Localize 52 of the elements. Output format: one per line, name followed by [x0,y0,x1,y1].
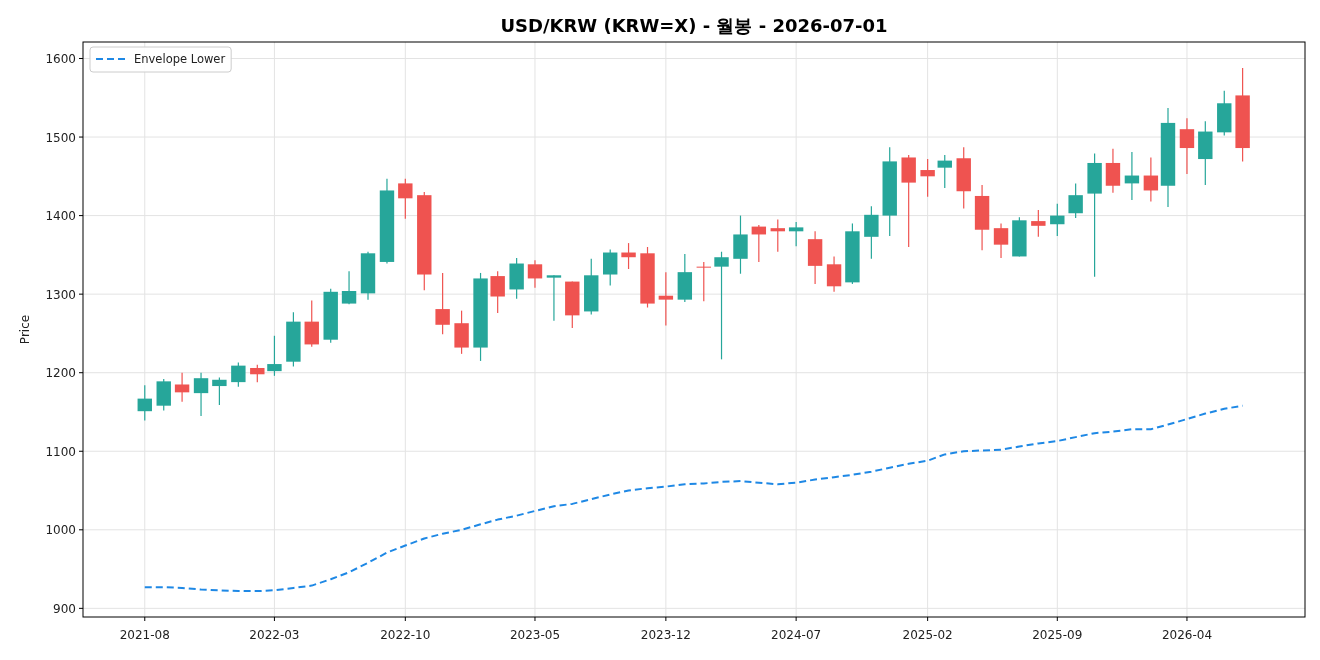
candlestick [770,218,785,253]
chart-title: USD/KRW (KRW=X) - 월봉 - 2026-07-01 [500,15,888,36]
x-tick-label: 2022-10 [380,628,431,642]
candlestick [1068,182,1083,219]
y-tick-label: 900 [53,601,76,616]
candlestick [1050,203,1065,237]
x-tick-label: 2026-04 [1161,628,1213,642]
candlestick [490,270,505,314]
y-tick-label: 1000 [45,523,76,538]
y-tick-label: 1300 [45,287,76,302]
x-tick-label: 2025-09 [1032,628,1083,642]
candlestick [212,376,227,406]
legend-label: Envelope Lower [134,52,226,66]
line-series [143,404,1244,593]
y-tick-label: 1400 [45,209,76,224]
candlestick [1179,117,1195,175]
x-tick-label: 2022-03 [249,628,300,642]
candlestick [267,335,282,377]
candlestick [341,270,357,305]
candlestick [304,299,319,348]
candlestick [826,255,842,293]
candlestick [920,158,935,198]
candlestick [658,271,674,327]
x-tick-label: 2023-12 [640,628,691,642]
candlestick [546,274,562,322]
legend: Envelope Lower [89,46,232,73]
candlestick [696,261,711,302]
candlestick [174,372,190,403]
x-tick-label: 2025-02 [902,628,953,642]
x-tick-label: 2024-07 [771,628,822,642]
x-tick-label: 2021-08 [119,628,170,642]
candlestick [1105,148,1121,194]
candlestick [1143,156,1159,203]
candlestick [398,178,413,220]
y-tick-label: 1500 [45,130,76,145]
candlestick [993,222,1009,259]
y-tick-label: 1200 [45,366,76,381]
candlestick [137,384,152,422]
x-tick-label: 2023-05 [509,628,561,642]
candlestick [231,361,246,388]
candlestick [788,221,804,247]
candlestick [527,259,543,289]
candlestick [193,372,209,417]
y-tick-label: 1100 [45,444,76,459]
candlestick [603,248,618,287]
y-tick-label: 1600 [45,52,76,66]
y-axis-title: Price [18,314,32,345]
candlestick [937,154,952,189]
candlestick [714,251,729,360]
candlestick [864,205,879,260]
candlestick [1031,209,1046,238]
candlestick [435,272,450,335]
